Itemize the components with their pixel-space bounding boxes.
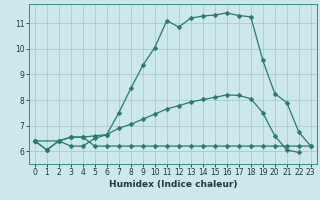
X-axis label: Humidex (Indice chaleur): Humidex (Indice chaleur) — [108, 180, 237, 189]
